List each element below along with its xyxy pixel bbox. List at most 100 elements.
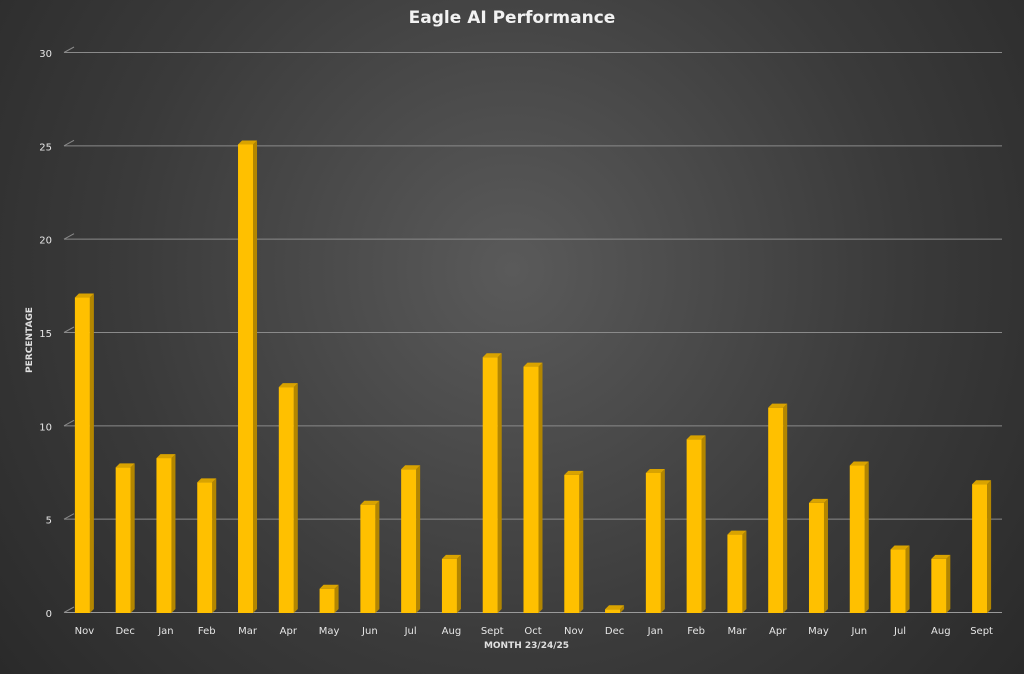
bar-top (115, 463, 135, 468)
bar (360, 500, 380, 613)
y-tick-label: 10 (39, 422, 52, 433)
bar (768, 403, 788, 613)
bar-side (375, 500, 380, 613)
bar-side (742, 530, 747, 613)
bar-front (768, 407, 784, 613)
bar-front (645, 473, 661, 613)
bar-front (238, 144, 254, 613)
bar-top (278, 383, 298, 388)
y-tick-label: 25 (39, 142, 52, 153)
bar (74, 293, 94, 613)
bar-front (890, 549, 906, 613)
bar-side (987, 480, 992, 613)
bar-top (645, 469, 665, 473)
x-tick-label: Jun (361, 626, 378, 637)
y-tick-label: 5 (46, 516, 52, 527)
x-tick-label: Jan (157, 626, 173, 637)
bar-front (849, 465, 865, 613)
bar-side (130, 463, 135, 613)
gridline-depth (63, 46, 75, 53)
bar (441, 554, 461, 613)
bar-side (293, 383, 298, 613)
x-tick-label: Nov (75, 626, 95, 637)
bar-front (727, 534, 743, 613)
bar-side (89, 293, 94, 613)
bar-side (456, 554, 461, 613)
x-tick-label: Nov (564, 626, 584, 637)
bar-front (564, 474, 580, 613)
x-tick-label: Apr (280, 626, 298, 637)
bar-top (564, 470, 584, 475)
bar-side (334, 584, 339, 613)
bar-top (605, 605, 625, 610)
bar-front (482, 357, 498, 613)
x-tick-label: Mar (238, 626, 258, 637)
x-tick-label: Aug (442, 626, 462, 637)
x-tick-label: Apr (769, 626, 787, 637)
y-tick-label: 15 (39, 329, 52, 340)
bar-side (416, 465, 421, 613)
x-tick-label: Oct (524, 626, 541, 637)
bar (278, 383, 298, 613)
bar-side (620, 605, 625, 613)
bar (686, 435, 706, 613)
bar-side (497, 353, 502, 613)
bar (482, 353, 502, 613)
bar-front (931, 558, 947, 613)
bar-side (783, 403, 788, 613)
bar-front (74, 297, 90, 613)
bar (727, 530, 747, 613)
bar-front (156, 458, 172, 613)
y-tick-label: 30 (39, 49, 52, 60)
bar-top (768, 403, 788, 408)
bar (115, 463, 135, 613)
bar-top (890, 545, 910, 550)
bar (808, 498, 828, 613)
bar-top (482, 353, 502, 358)
x-tick-label: Sept (970, 626, 993, 637)
bar-top (808, 498, 828, 503)
x-tick-label: Jan (647, 626, 663, 637)
bar-top (156, 454, 176, 459)
bar-side (579, 470, 584, 613)
bar (890, 545, 910, 613)
bar (319, 584, 339, 613)
bar-side (538, 362, 543, 613)
bar-side (212, 478, 217, 613)
x-axis-label: MONTH 23/24/25 (483, 641, 570, 651)
bar-top (197, 478, 217, 483)
bar-side (864, 461, 869, 613)
x-tick-label: May (319, 626, 340, 637)
x-tick-label: Feb (198, 626, 216, 637)
bar-top (238, 140, 258, 145)
x-tick-label: Dec (605, 626, 624, 637)
bar-side (660, 469, 665, 613)
bar-top (849, 461, 869, 466)
x-tick-label: Aug (931, 626, 951, 637)
gridline-depth (63, 139, 75, 147)
bar-front (360, 504, 376, 613)
gridline-depth (63, 606, 75, 613)
bar-front (319, 588, 335, 613)
bar-top (972, 480, 992, 485)
x-tick-label: Jul (404, 626, 417, 637)
bar-front (686, 439, 702, 613)
bar-top (74, 293, 94, 298)
bar (156, 454, 176, 613)
bar-front (278, 387, 294, 613)
gridline-depth (63, 233, 75, 240)
gridline-depth (63, 419, 75, 427)
bar (401, 465, 421, 613)
bar-front (441, 558, 457, 613)
bar-top (401, 465, 421, 470)
bar (645, 469, 665, 613)
bar (238, 140, 258, 613)
bar-side (171, 454, 176, 613)
bar-front (972, 484, 988, 613)
x-tick-label: Jun (850, 626, 867, 637)
bar-front (115, 467, 131, 613)
bar-top (727, 530, 747, 535)
bar-front (523, 366, 539, 613)
